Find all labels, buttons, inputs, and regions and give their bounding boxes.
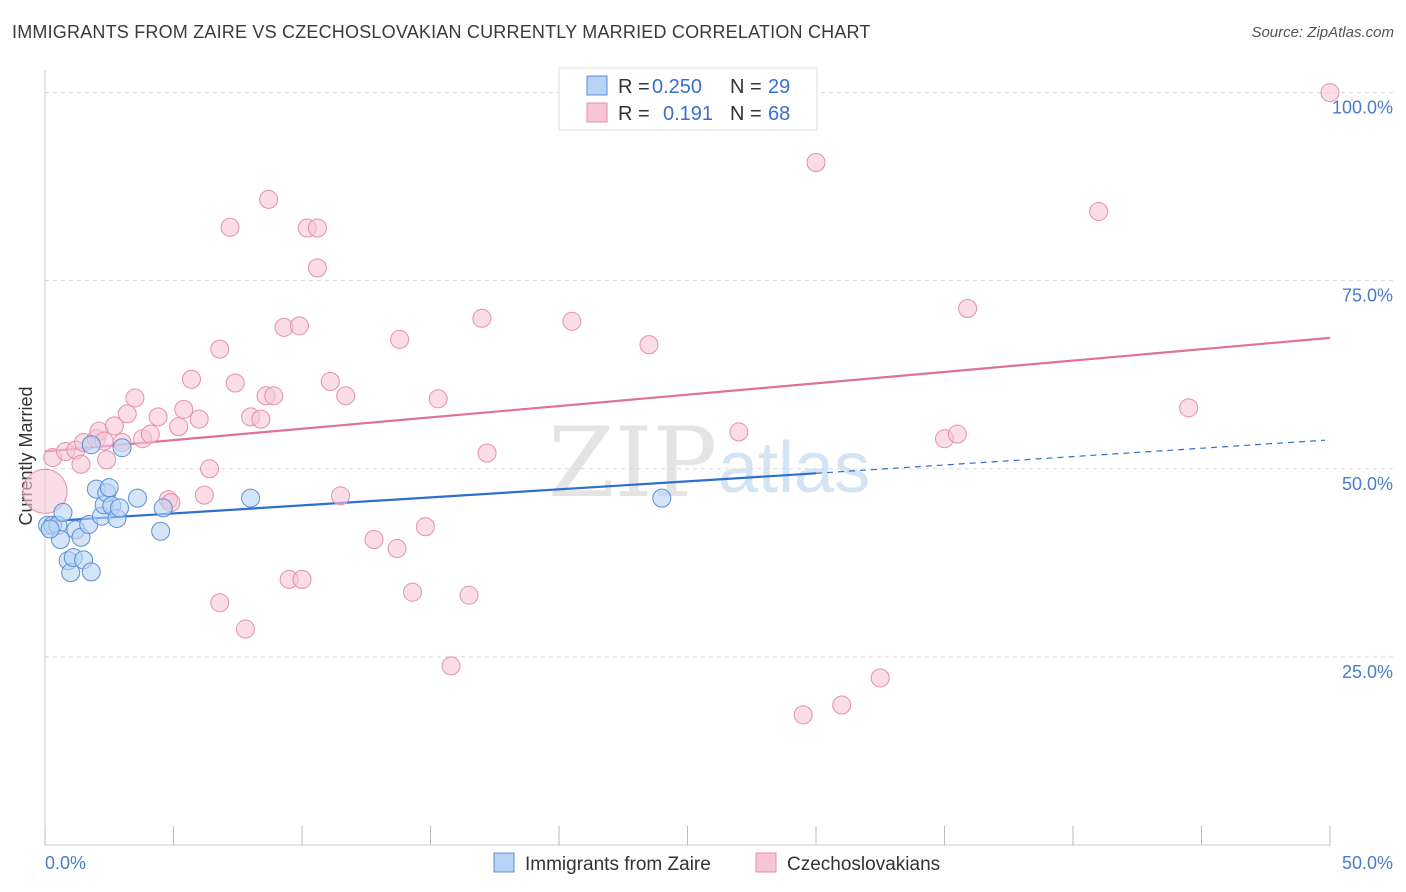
point-czechoslovakians — [331, 486, 351, 506]
point-czechoslovakians — [472, 308, 492, 328]
correlation-legend: R = 0.250 N = 29 R = 0.191 N = 68 — [558, 67, 818, 131]
point-czechoslovakians — [958, 299, 978, 319]
point-czechoslovakians — [235, 619, 255, 639]
point-czechoslovakians — [194, 485, 214, 505]
point-czechoslovakians — [225, 373, 245, 393]
y-tick-label: 100.0% — [1332, 98, 1393, 118]
point-zaire — [53, 502, 73, 522]
series-zaire — [38, 435, 672, 583]
point-czechoslovakians — [104, 416, 124, 436]
point-czechoslovakians — [403, 582, 423, 602]
point-czechoslovakians — [125, 388, 145, 408]
y-tick-label: 25.0% — [1342, 662, 1393, 682]
point-czechoslovakians — [428, 389, 448, 409]
legend-r-value: 0.250 — [652, 76, 702, 98]
legend-r-label: R = — [618, 76, 650, 98]
gridlines — [45, 92, 1395, 658]
watermark-zip: ZIP — [548, 407, 717, 519]
legend-swatch-zaire — [493, 852, 515, 873]
point-czechoslovakians — [441, 656, 461, 676]
point-czechoslovakians — [870, 668, 890, 688]
point-zaire — [652, 488, 672, 508]
point-zaire — [241, 488, 261, 508]
point-czechoslovakians — [22, 468, 68, 514]
point-czechoslovakians — [189, 409, 209, 429]
point-czechoslovakians — [264, 386, 284, 406]
point-czechoslovakians — [259, 189, 279, 209]
legend-n-label: N = — [730, 103, 762, 125]
legend-r-label: R = — [618, 103, 650, 125]
legend-n-value: 68 — [768, 103, 790, 125]
trend-extension-zaire — [815, 439, 1326, 474]
point-zaire — [110, 498, 130, 518]
point-czechoslovakians — [729, 422, 749, 442]
point-czechoslovakians — [415, 517, 435, 537]
series-legend: Immigrants from Zaire Czechoslovakians — [493, 852, 940, 875]
legend-label-czechoslovakians: Czechoslovakians — [787, 854, 940, 875]
point-czechoslovakians — [140, 424, 160, 444]
x-tick-label: 50.0% — [1342, 853, 1393, 873]
legend-n-value: 29 — [768, 76, 790, 98]
series-czechoslovakians — [22, 83, 1340, 725]
y-tick-label: 50.0% — [1342, 474, 1393, 494]
source-credit: Source: ZipAtlas.com — [1251, 24, 1394, 41]
point-zaire — [99, 478, 119, 498]
x-tick-labels: 0.0% 50.0% — [45, 853, 1393, 873]
point-czechoslovakians — [1320, 83, 1340, 103]
point-czechoslovakians — [562, 311, 582, 331]
point-czechoslovakians — [390, 329, 410, 349]
point-czechoslovakians — [210, 593, 230, 613]
trend-line-czechoslovakians — [44, 336, 1331, 453]
legend-n-label: N = — [730, 76, 762, 98]
point-czechoslovakians — [477, 443, 497, 463]
point-zaire — [128, 488, 148, 508]
trend-line-zaire — [44, 472, 817, 523]
point-czechoslovakians — [174, 399, 194, 419]
y-tick-label: 75.0% — [1342, 286, 1393, 306]
point-czechoslovakians — [320, 372, 340, 392]
x-tick-label: 0.0% — [45, 853, 86, 873]
legend-swatch-pink — [586, 102, 608, 123]
point-czechoslovakians — [364, 530, 384, 550]
point-zaire — [81, 435, 101, 455]
point-czechoslovakians — [947, 424, 967, 444]
point-zaire — [81, 562, 101, 582]
point-zaire — [112, 438, 132, 458]
point-czechoslovakians — [793, 705, 813, 725]
point-czechoslovakians — [639, 335, 659, 355]
point-czechoslovakians — [148, 407, 168, 427]
point-czechoslovakians — [251, 409, 271, 429]
point-czechoslovakians — [459, 585, 479, 605]
point-czechoslovakians — [220, 217, 240, 237]
watermark-atlas: atlas — [718, 428, 870, 508]
point-zaire — [151, 521, 171, 541]
point-czechoslovakians — [117, 404, 137, 424]
point-zaire — [153, 498, 173, 518]
point-czechoslovakians — [336, 386, 356, 406]
point-czechoslovakians — [199, 459, 219, 479]
point-czechoslovakians — [210, 339, 230, 359]
point-czechoslovakians — [832, 695, 852, 715]
trend-lines — [44, 336, 1331, 523]
point-czechoslovakians — [289, 316, 309, 336]
legend-label-zaire: Immigrants from Zaire — [525, 854, 711, 875]
point-czechoslovakians — [307, 218, 327, 238]
point-zaire — [40, 519, 60, 539]
point-czechoslovakians — [97, 450, 117, 470]
point-czechoslovakians — [307, 258, 327, 278]
point-czechoslovakians — [806, 153, 826, 173]
y-tick-labels: 25.0% 50.0% 75.0% 100.0% — [1332, 98, 1393, 682]
legend-r-value: 0.191 — [663, 103, 713, 125]
point-czechoslovakians — [1179, 398, 1199, 418]
legend-swatch-blue — [586, 75, 608, 96]
point-czechoslovakians — [387, 539, 407, 559]
point-czechoslovakians — [169, 417, 189, 437]
chart-title: IMMIGRANTS FROM ZAIRE VS CZECHOSLOVAKIAN… — [12, 22, 871, 42]
point-czechoslovakians — [181, 369, 201, 389]
point-czechoslovakians — [292, 569, 312, 589]
point-czechoslovakians — [1089, 201, 1109, 221]
legend-swatch-czechoslovakians — [755, 852, 777, 873]
point-czechoslovakians — [71, 454, 91, 474]
